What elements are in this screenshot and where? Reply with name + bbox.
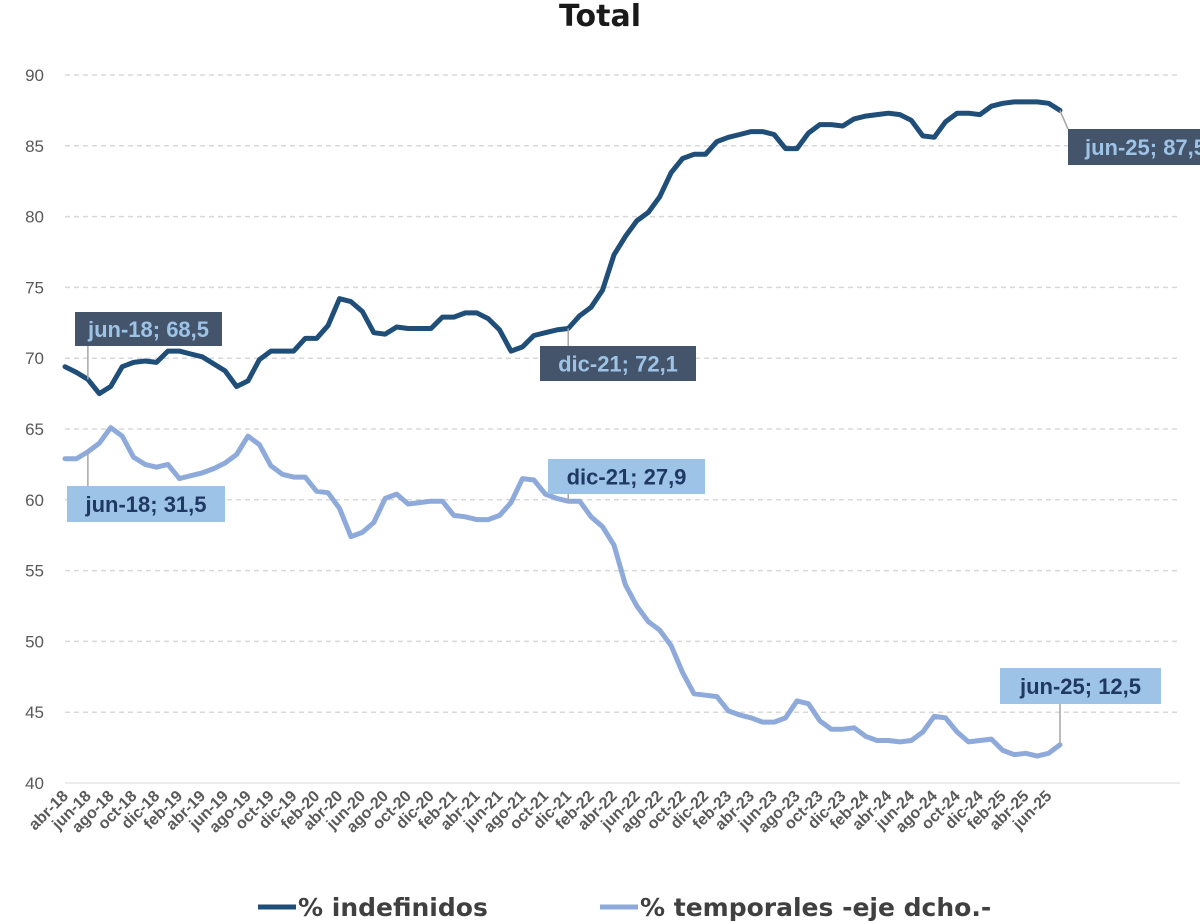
x-axis-ticks: abr-18jun-18ago-18oct-18dic-18feb-19abr-… [26,788,1056,837]
y-axis-ticks: 40 45 50 55 60 65 70 75 80 85 90 [25,66,44,793]
annotation-label: dic-21; 27,9 [567,465,687,490]
annotation-box [1000,668,1161,704]
annotation-label: jun-18; 68,5 [87,317,209,342]
annotation-box [1068,129,1200,165]
annotation-label: jun-25; 87,5 [1084,135,1200,160]
annotation-label: dic-21; 72,1 [558,352,678,377]
y-tick-label: 40 [25,774,44,793]
gridlines [65,74,1180,713]
y-tick-label: 60 [25,491,44,510]
series-line-2 [62,425,1063,759]
y-tick-label: 70 [25,349,44,368]
series-lines [62,99,1063,759]
annotation-label: jun-18; 31,5 [84,492,206,517]
y-tick-label: 55 [25,562,44,581]
y-tick-label: 50 [25,632,44,651]
annotation-label: jun-25; 12,5 [1019,674,1141,699]
legend-label-1: % indefinidos [298,893,488,922]
y-tick-label: 90 [25,66,44,85]
chart-title: Total [559,0,641,34]
y-tick-label: 45 [25,703,44,722]
legend-label-2: % temporales -eje dcho.- [640,893,991,922]
annotation-box [540,346,696,381]
legend: % indefinidos % temporales -eje dcho.- [258,893,991,922]
data-annotations: jun-18; 68,5 dic-21; 72,1 jun-25; 87,5 jun-… [67,110,1200,745]
annotation-box [67,486,225,522]
annotation-leader [1059,110,1069,130]
y-tick-label: 80 [25,208,44,227]
y-tick-label: 85 [25,137,44,156]
y-tick-label: 65 [25,420,44,439]
y-tick-label: 75 [25,278,44,297]
series-line-1 [62,99,1063,397]
annotation-box [548,459,705,494]
annotation-box [75,312,222,346]
